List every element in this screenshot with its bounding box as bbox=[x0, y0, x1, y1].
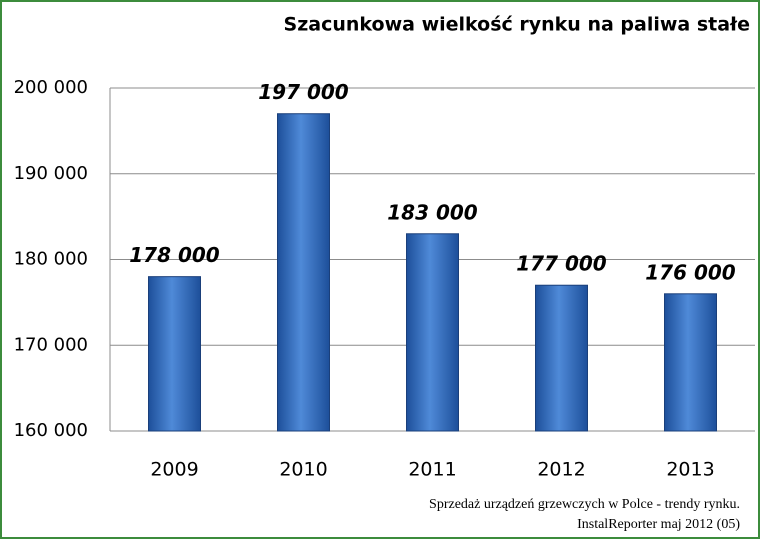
y-tick-label: 170 000 bbox=[14, 334, 88, 355]
bar bbox=[535, 284, 588, 432]
x-tick-label: 2010 bbox=[279, 459, 327, 481]
data-label: 197 000 bbox=[258, 80, 349, 104]
y-tick-label: 180 000 bbox=[14, 249, 88, 270]
x-tick-label: 2013 bbox=[666, 459, 714, 481]
data-label: 183 000 bbox=[387, 200, 478, 224]
chart-title: Szacunkowa wielkość rynku na paliwa stał… bbox=[284, 14, 750, 36]
bar bbox=[148, 276, 201, 432]
x-tick-label: 2012 bbox=[537, 459, 585, 481]
bar bbox=[406, 233, 459, 432]
data-label: 178 000 bbox=[129, 243, 220, 267]
bar bbox=[277, 113, 330, 432]
y-tick-label: 190 000 bbox=[14, 163, 88, 184]
source-note: Sprzedaż urządzeń grzewczych w Polce - t… bbox=[429, 497, 740, 512]
data-label: 177 000 bbox=[516, 252, 607, 276]
y-tick-label: 160 000 bbox=[14, 420, 88, 441]
y-tick-label: 200 000 bbox=[14, 77, 88, 98]
x-tick-label: 2009 bbox=[150, 459, 198, 481]
x-tick-label: 2011 bbox=[408, 459, 456, 481]
data-label: 176 000 bbox=[645, 260, 736, 284]
bar bbox=[664, 293, 717, 432]
source-note: InstalReporter maj 2012 (05) bbox=[577, 517, 740, 532]
